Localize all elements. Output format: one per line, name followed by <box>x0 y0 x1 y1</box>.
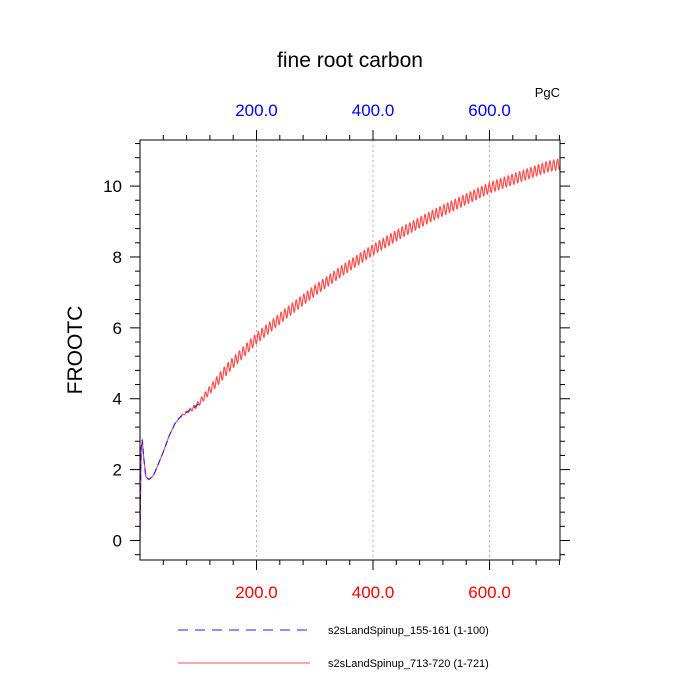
plot-frame <box>139 139 561 561</box>
units-label: PgC <box>535 85 560 100</box>
legend: s2sLandSpinup_155-161 (1-100) s2sLandSpin… <box>178 625 489 670</box>
series-lines <box>139 158 561 541</box>
legend-label-1: s2sLandSpinup_155-161 (1-100) <box>328 625 489 637</box>
y-tick-label: 0 <box>113 532 122 551</box>
y-tick-label: 10 <box>103 177 122 196</box>
axis-ticks: 200.0 400.0 600.0 200.0 400.0 600.0 0 2 4 6 8 10 <box>103 101 570 602</box>
x-top-tick-label: 600.0 <box>468 101 511 120</box>
chart-title: fine root carbon <box>277 49 423 72</box>
series-line-solid <box>139 158 561 541</box>
x-top-tick-label: 400.0 <box>352 101 395 120</box>
axes <box>139 139 561 561</box>
y-axis-label: FROOTC <box>64 306 87 395</box>
legend-label-2: s2sLandSpinup_713-720 (1-721) <box>328 658 489 670</box>
x-top-tick-label: 200.0 <box>235 101 278 120</box>
grid-lines <box>256 140 491 560</box>
x-bottom-tick-label: 600.0 <box>468 583 511 602</box>
y-tick-label: 6 <box>113 319 122 338</box>
x-bottom-tick-label: 200.0 <box>235 583 278 602</box>
y-tick-label: 8 <box>113 248 122 267</box>
series-line-dashed <box>139 403 199 541</box>
y-tick-label: 2 <box>113 461 122 480</box>
y-tick-label: 4 <box>113 390 122 409</box>
x-bottom-tick-label: 400.0 <box>352 583 395 602</box>
